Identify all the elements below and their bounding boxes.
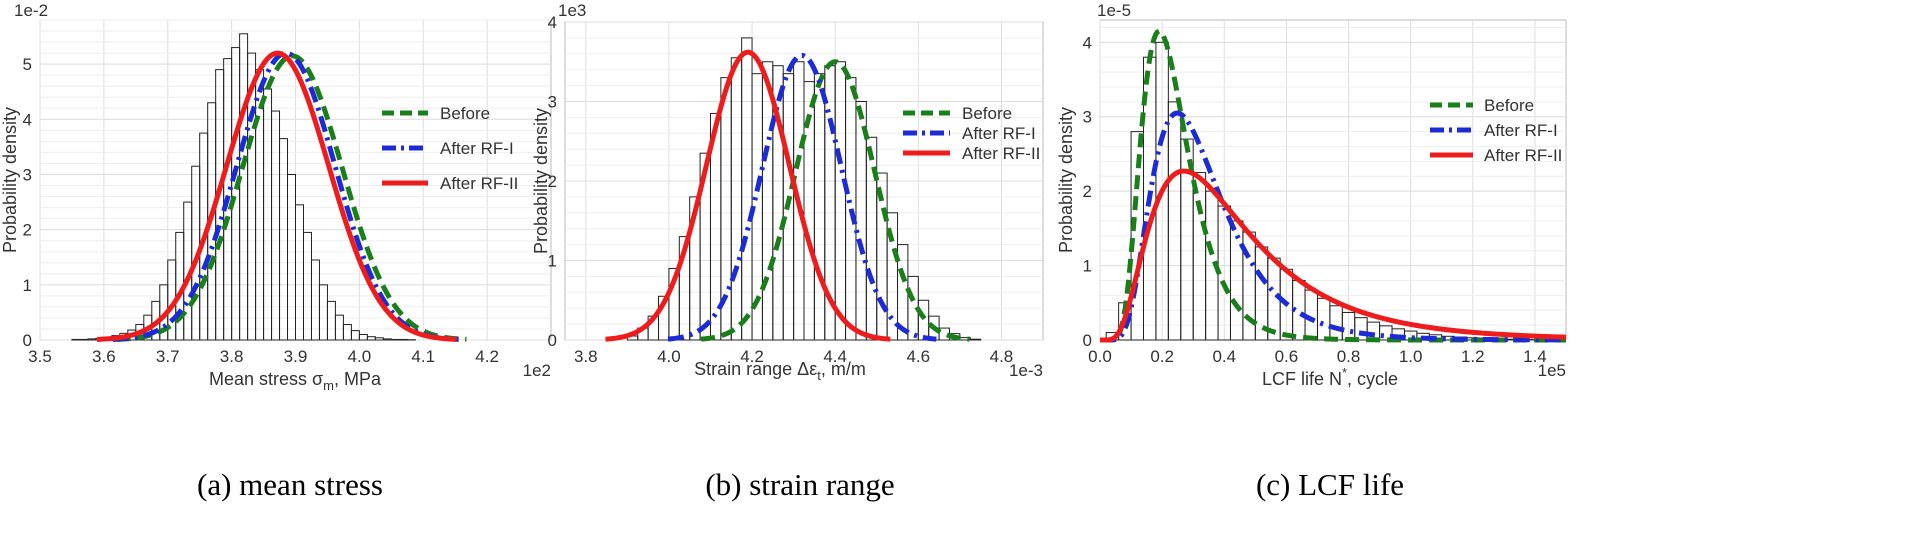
x-multiplier: 1e2 xyxy=(523,361,551,380)
x-tick-label: 0.4 xyxy=(1212,347,1236,366)
y-tick-label: 4 xyxy=(23,110,32,129)
y-multiplier: 1e-2 xyxy=(14,1,48,20)
y-tick-label: 3 xyxy=(23,165,32,184)
legend-label-before: Before xyxy=(1484,96,1534,115)
histogram-bar xyxy=(390,338,400,341)
caption: (b) strain range xyxy=(705,467,894,502)
curve-after-rf-i xyxy=(1099,110,1567,343)
x-ticks: 3.8 4.0 4.2 4.4 4.6 4.8 xyxy=(574,347,1013,366)
y-tick-label: 4 xyxy=(1083,33,1092,52)
y-tick-label: 3 xyxy=(1083,108,1092,127)
curve-before xyxy=(1099,28,1567,343)
y-multiplier: 1e3 xyxy=(558,1,586,20)
y-tick-label: 0 xyxy=(548,331,557,350)
legend-label-before: Before xyxy=(962,104,1012,123)
x-axis-label: Mean stress σm, MPa xyxy=(209,369,382,393)
curve-after-rf-ii xyxy=(96,50,458,342)
x-axis-label: LCF life N*, cycle xyxy=(1262,365,1398,389)
legend-label-after-rf1: After RF-I xyxy=(1484,121,1558,140)
y-tick-label: 1 xyxy=(548,252,557,271)
x-tick-label: 3.7 xyxy=(156,347,180,366)
legend-label-after-rf1: After RF-I xyxy=(440,139,514,158)
x-tick-label: 1.2 xyxy=(1461,347,1485,366)
legend: Before After RF-I After RF-II xyxy=(903,104,1040,163)
caption: (a) mean stress xyxy=(197,467,383,502)
legend-label-after-rf2: After RF-II xyxy=(1484,146,1562,165)
x-axis-label: Strain range Δεt, m/m xyxy=(694,359,866,383)
y-tick-label: 2 xyxy=(1083,182,1092,201)
caption: (c) LCF life xyxy=(1256,467,1404,502)
x-tick-label: 4.6 xyxy=(906,347,930,366)
x-multiplier: 1e5 xyxy=(1538,361,1566,380)
panel-strain-range: 3.8 4.0 4.2 4.4 4.6 4.8 0 1 2 3 4 1e3 1e-3 Strain… xyxy=(531,1,1044,502)
y-tick-label: 5 xyxy=(23,55,32,74)
x-tick-label: 0.6 xyxy=(1275,347,1299,366)
panel-mean-stress: 3.5 3.6 3.7 3.8 3.9 4.0 4.1 4.2 0 1 2 3 4 5 1e-2 1e2… xyxy=(0,1,552,502)
x-tick-label: 0.8 xyxy=(1337,347,1361,366)
histogram-bar xyxy=(398,338,408,341)
legend: Before After RF-I After RF-II xyxy=(382,104,518,193)
y-tick-label: 0 xyxy=(1083,331,1092,350)
x-tick-label: 3.6 xyxy=(92,347,116,366)
histogram-bar xyxy=(969,338,982,341)
x-tick-label: 4.2 xyxy=(740,347,764,366)
curve-after-rf-ii xyxy=(1099,168,1567,343)
x-ticks: 0.0 0.2 0.4 0.6 0.8 1.0 1.2 1.4 xyxy=(1088,347,1547,366)
y-ticks: 0 1 2 3 4 xyxy=(548,13,557,350)
legend-label-before: Before xyxy=(440,104,490,123)
y-tick-label: 2 xyxy=(23,221,32,240)
x-tick-label: 1.4 xyxy=(1523,347,1547,366)
y-multiplier: 1e-5 xyxy=(1097,1,1131,20)
x-tick-label: 4.2 xyxy=(475,347,499,366)
y-tick-label: 0 xyxy=(23,331,32,350)
y-ticks: 0 1 2 3 4 5 xyxy=(23,55,32,350)
x-ticks: 3.5 3.6 3.7 3.8 3.9 4.0 4.1 4.2 xyxy=(28,347,499,366)
legend-label-after-rf1: After RF-I xyxy=(962,124,1036,143)
y-tick-label: 4 xyxy=(548,13,557,32)
histogram-bar xyxy=(79,338,89,341)
legend: Before After RF-I After RF-II xyxy=(1430,96,1562,165)
x-tick-label: 4.0 xyxy=(348,347,372,366)
x-multiplier: 1e-3 xyxy=(1009,361,1043,380)
density-curves xyxy=(1099,28,1567,343)
y-tick-label: 1 xyxy=(1083,257,1092,276)
density-curves xyxy=(96,50,468,342)
x-tick-label: 4.4 xyxy=(823,347,847,366)
x-tick-label: 4.8 xyxy=(990,347,1014,366)
y-axis-label: Probability density xyxy=(0,107,20,253)
y-tick-label: 2 xyxy=(548,172,557,191)
y-tick-label: 3 xyxy=(548,93,557,112)
x-tick-label: 0.0 xyxy=(1088,347,1112,366)
y-axis-label: Probability density xyxy=(531,108,551,254)
legend-label-after-rf2: After RF-II xyxy=(440,174,518,193)
legend-label-after-rf2: After RF-II xyxy=(962,144,1040,163)
x-tick-label: 0.2 xyxy=(1150,347,1174,366)
density-curves xyxy=(604,49,971,342)
x-tick-label: 3.5 xyxy=(28,347,52,366)
y-axis-label: Probability density xyxy=(1056,107,1076,253)
curve-after-rf-ii xyxy=(604,49,892,342)
x-tick-label: 3.8 xyxy=(220,347,244,366)
curve-after-rf-i xyxy=(667,52,938,342)
x-tick-label: 3.8 xyxy=(574,347,598,366)
histogram-bar xyxy=(71,338,81,341)
curve-before xyxy=(700,59,971,342)
x-tick-label: 3.9 xyxy=(284,347,308,366)
x-tick-label: 4.1 xyxy=(411,347,435,366)
x-tick-label: 1.0 xyxy=(1399,347,1423,366)
x-tick-label: 4.0 xyxy=(657,347,681,366)
y-tick-label: 1 xyxy=(23,276,32,295)
y-ticks: 0 1 2 3 4 xyxy=(1083,33,1092,350)
